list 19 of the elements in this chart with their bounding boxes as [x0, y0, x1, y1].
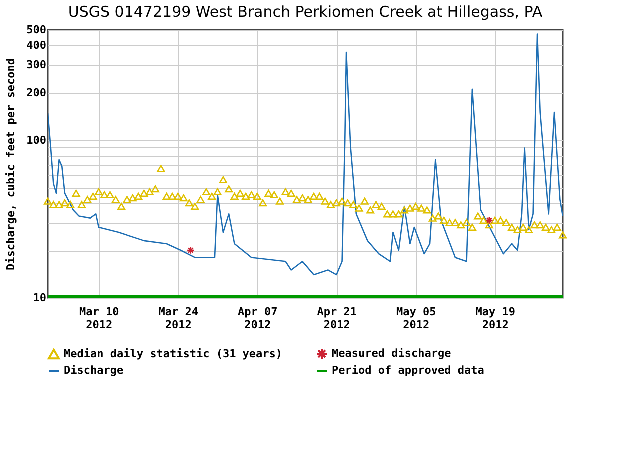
x-tick-label: Apr 07 2012 — [238, 306, 278, 332]
legend-label: Period of approved data — [332, 364, 484, 377]
y-tick-label: 200 — [26, 86, 46, 100]
x-tick-label: Mar 24 2012 — [158, 306, 199, 332]
y-tick-label: 400 — [26, 38, 46, 52]
x-tick-label: Apr 21 2012 — [317, 306, 358, 332]
y-tick-label: 10 — [33, 292, 46, 304]
legend-label: Median daily statistic (31 years) — [64, 347, 283, 360]
x-tick-label: May 05 2012 — [396, 306, 436, 332]
y-axis-title: Discharge, cubic feet per second — [4, 58, 18, 270]
legend-label: Measured discharge — [332, 347, 452, 360]
y-tick-label: 300 — [26, 58, 46, 72]
legend-label: Discharge — [64, 364, 124, 377]
chart-title: USGS 01472199 West Branch Perkiomen Creek at Hillegass, PA — [68, 3, 544, 21]
x-tick-label: May 19 2012 — [476, 306, 516, 332]
x-tick-label: Mar 10 2012 — [80, 306, 120, 332]
y-tick-label: 500 — [26, 24, 46, 36]
y-tick-label: 100 — [26, 134, 46, 147]
line-series — [48, 34, 563, 276]
